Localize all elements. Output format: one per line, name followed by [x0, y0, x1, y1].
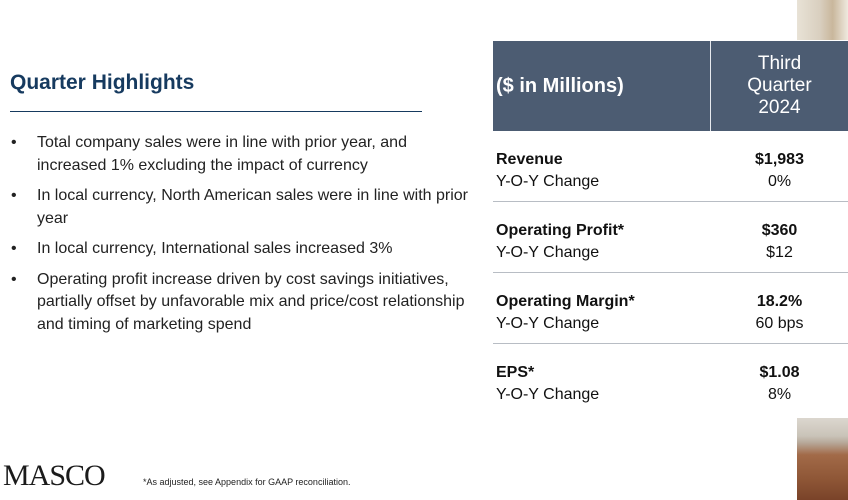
metric-name: Revenue	[496, 151, 563, 168]
bullet-text: In local currency, International sales i…	[37, 240, 393, 257]
highlights-list: • Total company sales were in line with p…	[10, 132, 480, 344]
footnote: *As adjusted, see Appendix for GAAP reco…	[143, 477, 351, 487]
metric-change-value: 0%	[767, 173, 792, 190]
bullet-icon: •	[11, 187, 17, 204]
masco-logo: MASCO	[3, 459, 106, 492]
metric-value: $1,983	[755, 151, 804, 168]
title-underline	[10, 111, 422, 112]
list-item: • In local currency, North American sales…	[10, 185, 480, 230]
table-row: Operating Profit* Y-O-Y Change $360 $12	[493, 202, 848, 273]
table-row: Operating Margin* Y-O-Y Change 18.2% 60 …	[493, 273, 848, 344]
metric-value: $1.08	[759, 364, 800, 381]
bullet-icon: •	[11, 240, 17, 257]
table-row: Revenue Y-O-Y Change $1,983 0%	[493, 131, 848, 202]
row-label: EPS* Y-O-Y Change	[496, 362, 599, 406]
table-row: EPS* Y-O-Y Change $1.08 8%	[493, 344, 848, 414]
bullet-icon: •	[11, 134, 17, 151]
list-item: • Operating profit increase driven by cos…	[10, 269, 480, 337]
row-value: 18.2% 60 bps	[711, 291, 848, 335]
header-period-line: Third	[757, 53, 802, 74]
metric-change-value: 8%	[767, 386, 792, 403]
metric-change-label: Y-O-Y Change	[496, 173, 600, 190]
row-label: Operating Margin* Y-O-Y Change	[496, 291, 635, 335]
metric-change-label: Y-O-Y Change	[496, 386, 600, 403]
bullet-text: Operating profit increase driven by cost…	[37, 270, 465, 333]
metric-change-value: 60 bps	[755, 315, 804, 332]
row-value: $360 $12	[711, 220, 848, 264]
decorative-photo-top	[797, 0, 848, 40]
financial-summary-table: ($ in Millions) Third Quarter 2024 Reven…	[493, 41, 848, 414]
bullet-text: Total company sales were in line with pr…	[37, 134, 407, 174]
row-value: $1.08 8%	[711, 362, 848, 406]
header-period-line: 2024	[758, 97, 801, 118]
page-title: Quarter Highlights	[10, 71, 195, 94]
metric-name: Operating Margin*	[496, 293, 635, 310]
table-header: ($ in Millions) Third Quarter 2024	[493, 41, 848, 131]
bullet-text: In local currency, North American sales …	[37, 187, 468, 227]
header-period: Third Quarter 2024	[711, 41, 848, 131]
header-divider	[710, 41, 711, 131]
metric-change-label: Y-O-Y Change	[496, 244, 600, 261]
metric-change-label: Y-O-Y Change	[496, 315, 600, 332]
row-label: Operating Profit* Y-O-Y Change	[496, 220, 624, 264]
metric-value: $360	[761, 222, 798, 239]
metric-change-value: $12	[766, 244, 793, 261]
decorative-photo-bottom	[797, 418, 848, 500]
metric-value: 18.2%	[756, 293, 803, 310]
list-item: • Total company sales were in line with p…	[10, 132, 480, 177]
header-period-line: Quarter	[747, 75, 812, 96]
header-units-label: ($ in Millions)	[496, 74, 624, 97]
metric-name: EPS*	[496, 364, 535, 381]
list-item: • In local currency, International sales …	[10, 238, 480, 261]
row-value: $1,983 0%	[711, 149, 848, 193]
bullet-icon: •	[11, 270, 17, 288]
metric-name: Operating Profit*	[496, 222, 625, 239]
row-label: Revenue Y-O-Y Change	[496, 149, 599, 193]
